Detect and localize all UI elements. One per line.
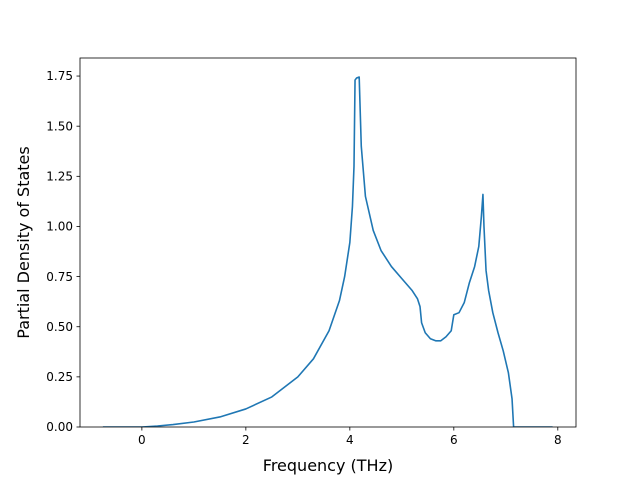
x-axis-label: Frequency (THz) <box>263 456 393 475</box>
y-tick-label: 0.25 <box>46 370 73 384</box>
x-tick-label: 0 <box>138 433 146 447</box>
y-axis-label: Partial Density of States <box>14 146 33 338</box>
x-tick-label: 4 <box>346 433 354 447</box>
plot-frame <box>79 57 577 428</box>
series-layer <box>102 76 553 427</box>
y-tick-label: 1.00 <box>46 220 73 234</box>
y-axis-ticks: 0.00 0.25 0.50 0.75 1.00 1.25 1.50 1.75 <box>46 69 80 434</box>
y-tick-label: 1.75 <box>46 69 73 83</box>
y-tick-label: 0.50 <box>46 320 73 334</box>
plot-background <box>80 58 576 427</box>
y-tick-label: 0.00 <box>46 420 73 434</box>
x-axis-ticks: 0 2 4 6 8 <box>138 427 562 447</box>
x-tick-label: 8 <box>554 433 562 447</box>
x-tick-label: 6 <box>450 433 458 447</box>
y-tick-label: 1.25 <box>46 170 73 184</box>
plot-area <box>80 58 576 427</box>
y-tick-label: 0.75 <box>46 270 73 284</box>
x-tick-label: 2 <box>242 433 250 447</box>
y-tick-label: 1.50 <box>46 119 73 133</box>
series-line-0 <box>102 76 553 427</box>
